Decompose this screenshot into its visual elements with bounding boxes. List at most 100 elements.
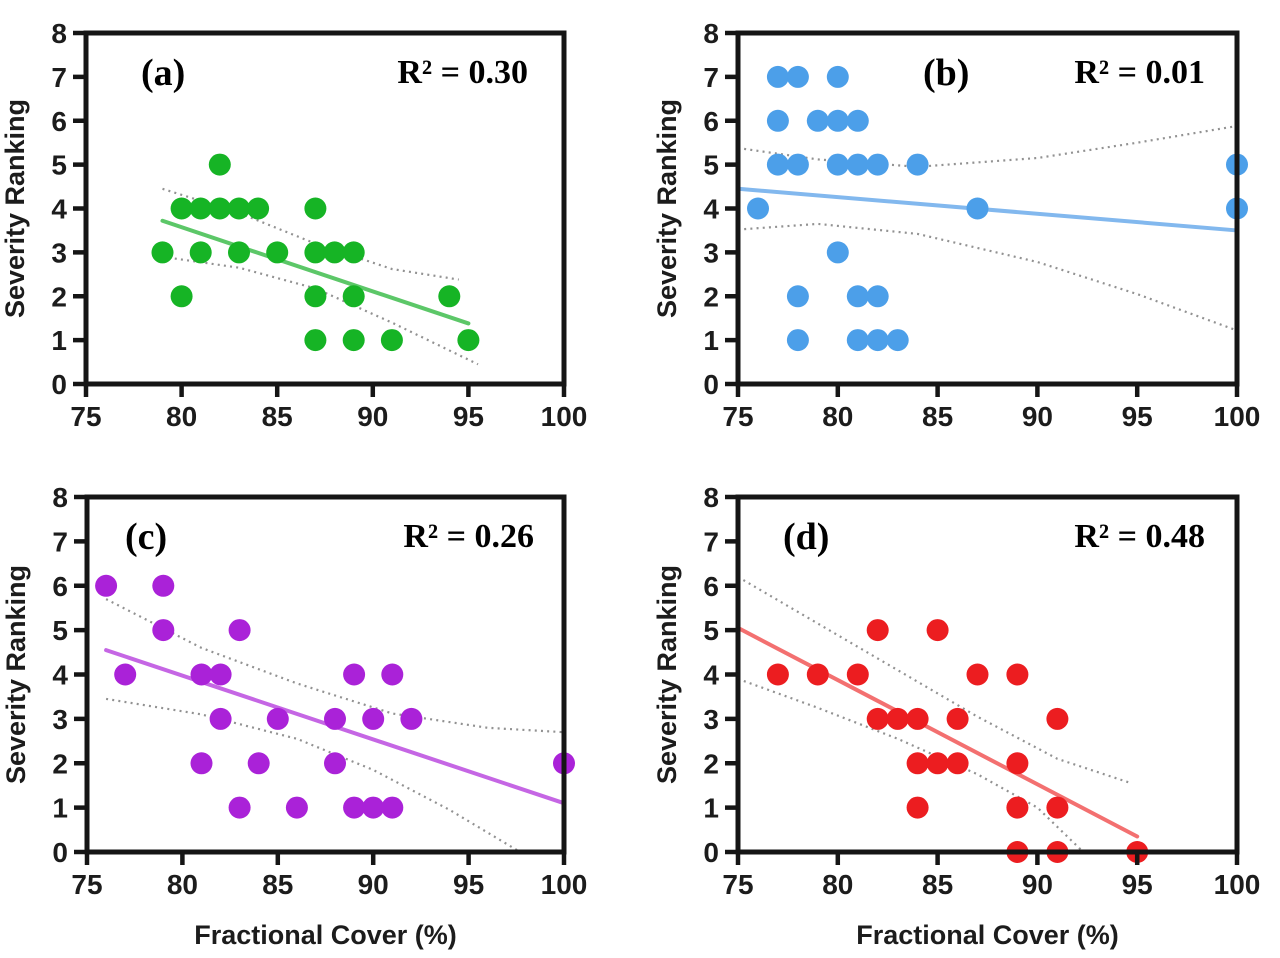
data-point (228, 241, 250, 264)
data-point (324, 707, 346, 730)
data-point (304, 197, 327, 220)
y-tick-label: 5 (703, 150, 719, 181)
y-tick-label: 5 (52, 615, 68, 646)
data-point (381, 663, 404, 686)
y-tick-label: 3 (52, 704, 68, 735)
y-tick-label: 0 (703, 369, 719, 400)
panel-letter-label: (a) (141, 52, 185, 94)
data-point (866, 707, 889, 730)
data-point (208, 197, 231, 220)
data-point (228, 796, 251, 819)
y-tick-label: 6 (703, 571, 719, 602)
x-tick-label: 75 (70, 401, 101, 430)
scatter-panel-d: 75 80 85 90 95 100 0 1 2 3 4 5 6 7 8 Severity Ranking Fr… (652, 482, 1261, 950)
data-point (946, 707, 969, 730)
data-point (1006, 663, 1029, 686)
x-axis-title: Fractional Cover (%) (856, 920, 1119, 950)
y-tick-label: 4 (52, 660, 68, 691)
y-tick-label: 1 (51, 325, 67, 356)
x-tick-label: 100 (1214, 869, 1261, 900)
x-tick-label: 90 (1022, 401, 1053, 430)
y-tick-label: 0 (51, 369, 67, 400)
y-tick-label: 2 (703, 748, 719, 779)
y-axis-title: Severity Ranking (652, 565, 682, 784)
y-tick-label: 3 (703, 237, 719, 268)
data-point (228, 197, 250, 220)
data-point (806, 663, 829, 686)
data-point (786, 285, 809, 308)
data-point (926, 619, 949, 642)
r-squared-annotation: R² = 0.30 (397, 54, 528, 91)
confidence-band-upper (737, 124, 1238, 168)
y-tick-label: 3 (703, 704, 719, 735)
x-tick-label: 75 (722, 401, 753, 430)
data-point (266, 707, 289, 730)
data-point (906, 707, 929, 730)
x-tick-label: 100 (1214, 401, 1261, 430)
data-point (766, 663, 789, 686)
data-point (228, 619, 251, 642)
data-point (747, 197, 769, 220)
x-tick-label: 80 (822, 401, 853, 430)
data-point (343, 796, 366, 819)
data-point (247, 752, 270, 775)
data-point (438, 285, 461, 308)
r-squared-annotation: R² = 0.48 (1074, 518, 1205, 555)
panel-letter-label: (d) (783, 516, 829, 558)
data-point (342, 285, 365, 308)
x-tick-label: 75 (722, 869, 753, 900)
data-point (826, 109, 849, 132)
x-tick-label: 85 (922, 869, 953, 900)
y-tick-label: 4 (703, 194, 719, 225)
x-tick-label: 95 (453, 869, 484, 900)
scatter-panel-c: 75 80 85 90 95 100 0 1 2 3 4 5 6 7 8 Severity Ranking Fr… (1, 482, 588, 950)
data-point (766, 109, 789, 132)
y-tick-label: 4 (703, 660, 719, 691)
data-point (786, 153, 809, 176)
data-point (926, 752, 949, 775)
data-point (208, 153, 231, 176)
x-tick-label: 95 (453, 401, 484, 430)
x-tick-label: 100 (541, 869, 588, 900)
data-point (304, 241, 327, 264)
data-point (1046, 707, 1069, 730)
data-point (1006, 796, 1029, 819)
panel-letter-label: (c) (125, 516, 167, 558)
data-point (114, 663, 137, 686)
data-point (170, 285, 193, 308)
confidence-band-upper (737, 575, 1132, 785)
x-tick-label: 100 (541, 401, 588, 430)
data-point (209, 707, 232, 730)
data-point (906, 752, 929, 775)
x-tick-label: 80 (822, 869, 853, 900)
y-tick-label: 4 (51, 194, 67, 225)
y-tick-label: 0 (52, 837, 68, 868)
data-point (1046, 796, 1069, 819)
panel-letter-label: (b) (923, 52, 969, 94)
data-point (190, 752, 213, 775)
data-point (190, 663, 213, 686)
data-point (886, 707, 909, 730)
data-point (1006, 752, 1029, 775)
data-point (846, 109, 869, 132)
scatter-panel-b: 75 80 85 90 95 100 0 1 2 3 4 5 6 7 8 Severity Ranking (b… (652, 18, 1261, 430)
y-tick-label: 2 (703, 281, 719, 312)
data-point (381, 796, 404, 819)
x-tick-label: 85 (262, 869, 293, 900)
x-tick-label: 90 (358, 869, 389, 900)
x-tick-label: 85 (262, 401, 293, 430)
data-point (323, 241, 346, 264)
data-point (342, 329, 365, 352)
y-tick-label: 1 (703, 325, 719, 356)
y-axis-title: Severity Ranking (0, 99, 30, 318)
regression-line (160, 218, 471, 326)
data-point (152, 574, 175, 597)
data-point (966, 197, 989, 220)
data-point (826, 153, 849, 176)
data-point (826, 241, 849, 264)
y-tick-label: 2 (52, 748, 68, 779)
data-point (457, 329, 480, 352)
y-tick-label: 1 (703, 793, 719, 824)
y-tick-label: 7 (703, 62, 719, 93)
data-point (266, 241, 289, 264)
